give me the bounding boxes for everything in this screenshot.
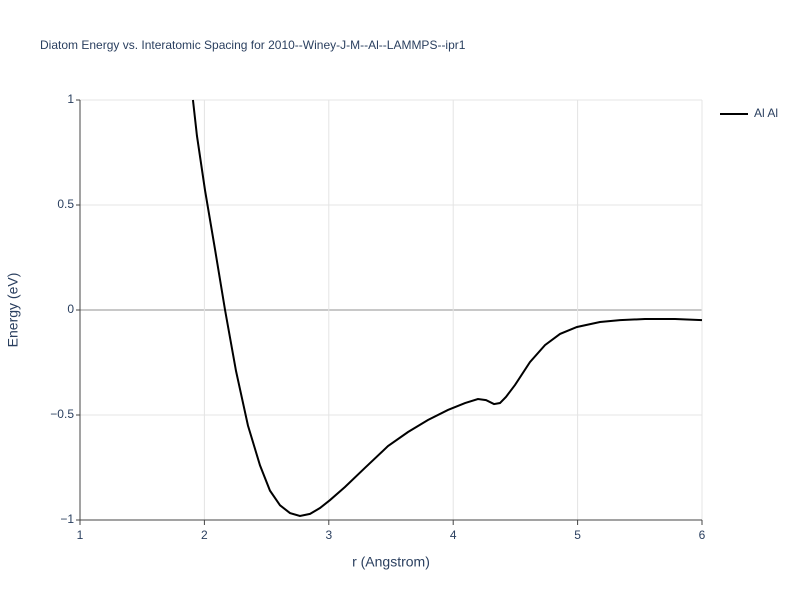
legend-label: Al Al <box>754 106 778 120</box>
x-tick-label: 2 <box>201 528 208 542</box>
y-tick-label: −1 <box>60 512 74 526</box>
x-tick-label: 3 <box>325 528 332 542</box>
series-line <box>191 99 703 518</box>
x-axis-label: r (Angstrom) <box>352 554 430 570</box>
y-axis-label: Energy (eV) <box>5 273 21 348</box>
x-tick-label: 1 <box>77 528 84 542</box>
y-tick-label: −0.5 <box>50 407 74 421</box>
x-tick-label: 4 <box>450 528 457 542</box>
legend: Al Al <box>720 106 778 120</box>
grid <box>76 99 703 525</box>
y-tick-label: 0.5 <box>57 197 74 211</box>
x-tick-label: 5 <box>574 528 581 542</box>
y-tick-label: 0 <box>67 302 74 316</box>
plot-area <box>191 99 703 518</box>
x-tick-label: 6 <box>699 528 706 542</box>
y-tick-label: 1 <box>67 92 74 106</box>
chart-title: Diatom Energy vs. Interatomic Spacing fo… <box>40 38 466 52</box>
